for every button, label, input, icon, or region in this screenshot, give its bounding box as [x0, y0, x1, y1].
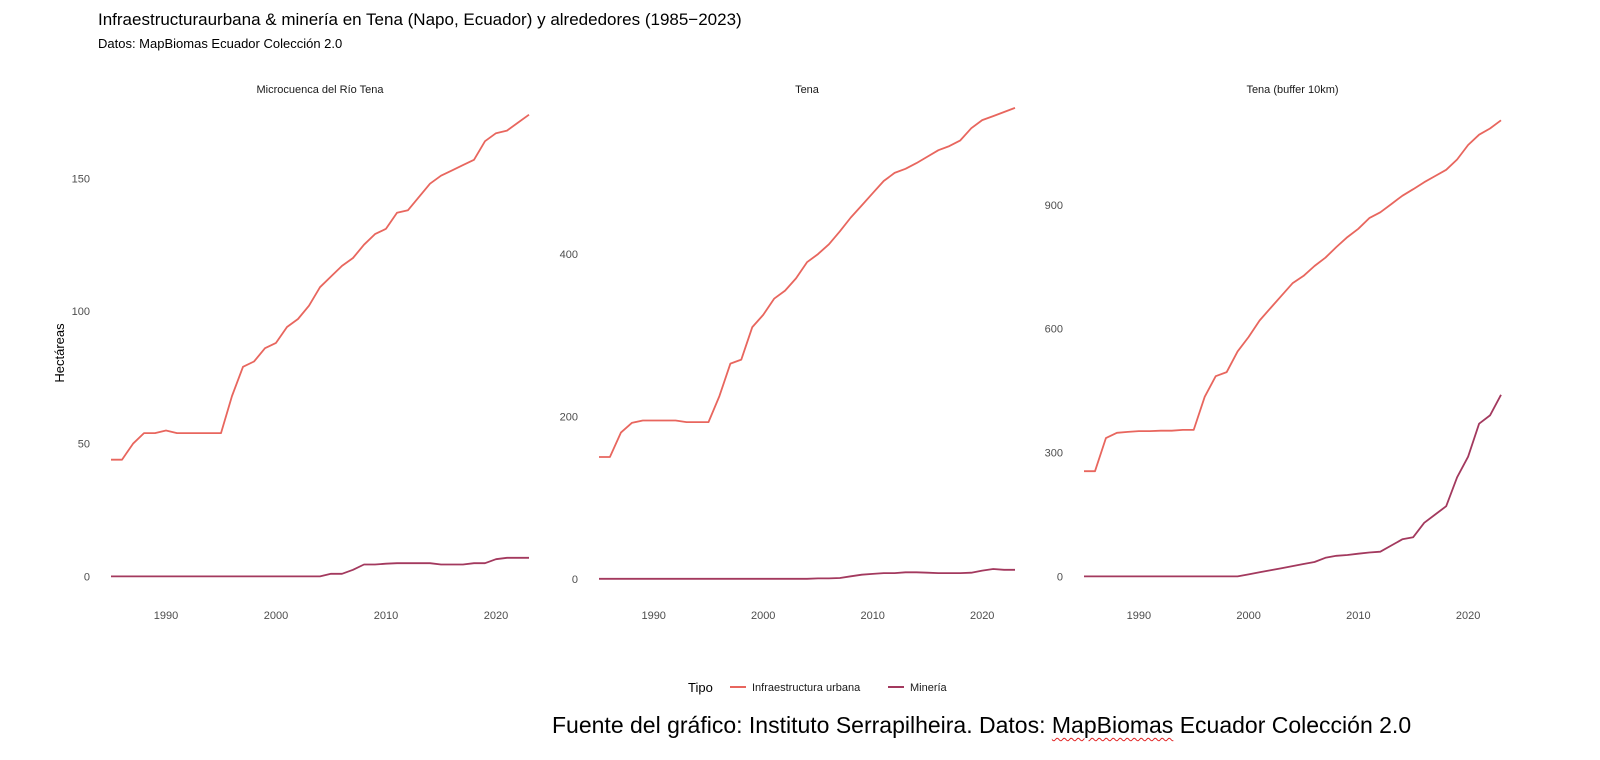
- x-tick-label: 2000: [751, 610, 775, 622]
- source-note: Fuente del gráfico: Instituto Serrapilhe…: [552, 712, 1411, 739]
- series-line-urbana: [1084, 119, 1502, 473]
- y-tick-label: 600: [1045, 324, 1063, 336]
- x-tick-label: 2020: [970, 610, 994, 622]
- y-tick-label: 900: [1045, 200, 1063, 212]
- source-note-suffix: Ecuador Colección 2.0: [1173, 712, 1412, 738]
- series-line-urbana: [599, 107, 1016, 458]
- legend-title: Tipo: [688, 680, 713, 695]
- legend-entry-mineria: Minería: [910, 682, 948, 694]
- x-tick-label: 2010: [860, 610, 884, 622]
- y-tick-label: 50: [78, 439, 90, 451]
- panel-title: Tena (buffer 10km): [1246, 84, 1338, 96]
- x-tick-label: 2000: [264, 610, 288, 622]
- chart-subtitle: Datos: MapBiomas Ecuador Colección 2.0: [98, 36, 343, 51]
- series-line-mineria: [111, 556, 529, 578]
- x-tick-label: 1990: [1127, 610, 1151, 622]
- x-tick-label: 2020: [484, 610, 508, 622]
- chart-title: Infraestructuraurbana & minería en Tena …: [98, 10, 742, 29]
- y-tick-label: 0: [84, 571, 90, 583]
- y-tick-label: 200: [560, 411, 578, 423]
- x-tick-label: 2010: [1346, 610, 1370, 622]
- x-tick-label: 1990: [154, 610, 178, 622]
- y-tick-label: 0: [572, 574, 578, 586]
- y-tick-label: 400: [560, 249, 578, 261]
- y-tick-label: 150: [72, 173, 90, 185]
- legend-entry-urbana: Infraestructura urbana: [752, 682, 861, 694]
- y-tick-label: 300: [1045, 448, 1063, 460]
- y-axis-label: Hectáreas: [52, 323, 67, 383]
- x-tick-label: 2000: [1236, 610, 1260, 622]
- series-line-mineria: [1084, 394, 1502, 578]
- x-tick-label: 2010: [374, 610, 398, 622]
- x-tick-label: 1990: [641, 610, 665, 622]
- panel-title: Tena: [795, 84, 820, 96]
- series-line-mineria: [599, 568, 1015, 580]
- source-note-prefix: Fuente del gráfico: Instituto Serrapilhe…: [552, 712, 1052, 738]
- y-tick-label: 0: [1057, 571, 1063, 583]
- line-chart: Microcuenca del Río Tena 0 50 100 150 1990 200…: [52, 84, 1502, 695]
- panel-title: Microcuenca del Río Tena: [257, 84, 385, 96]
- source-note-underlined: MapBiomas: [1051, 712, 1174, 738]
- y-tick-label: 100: [72, 306, 90, 318]
- series-line-urbana: [111, 113, 530, 461]
- x-tick-label: 2020: [1456, 610, 1480, 622]
